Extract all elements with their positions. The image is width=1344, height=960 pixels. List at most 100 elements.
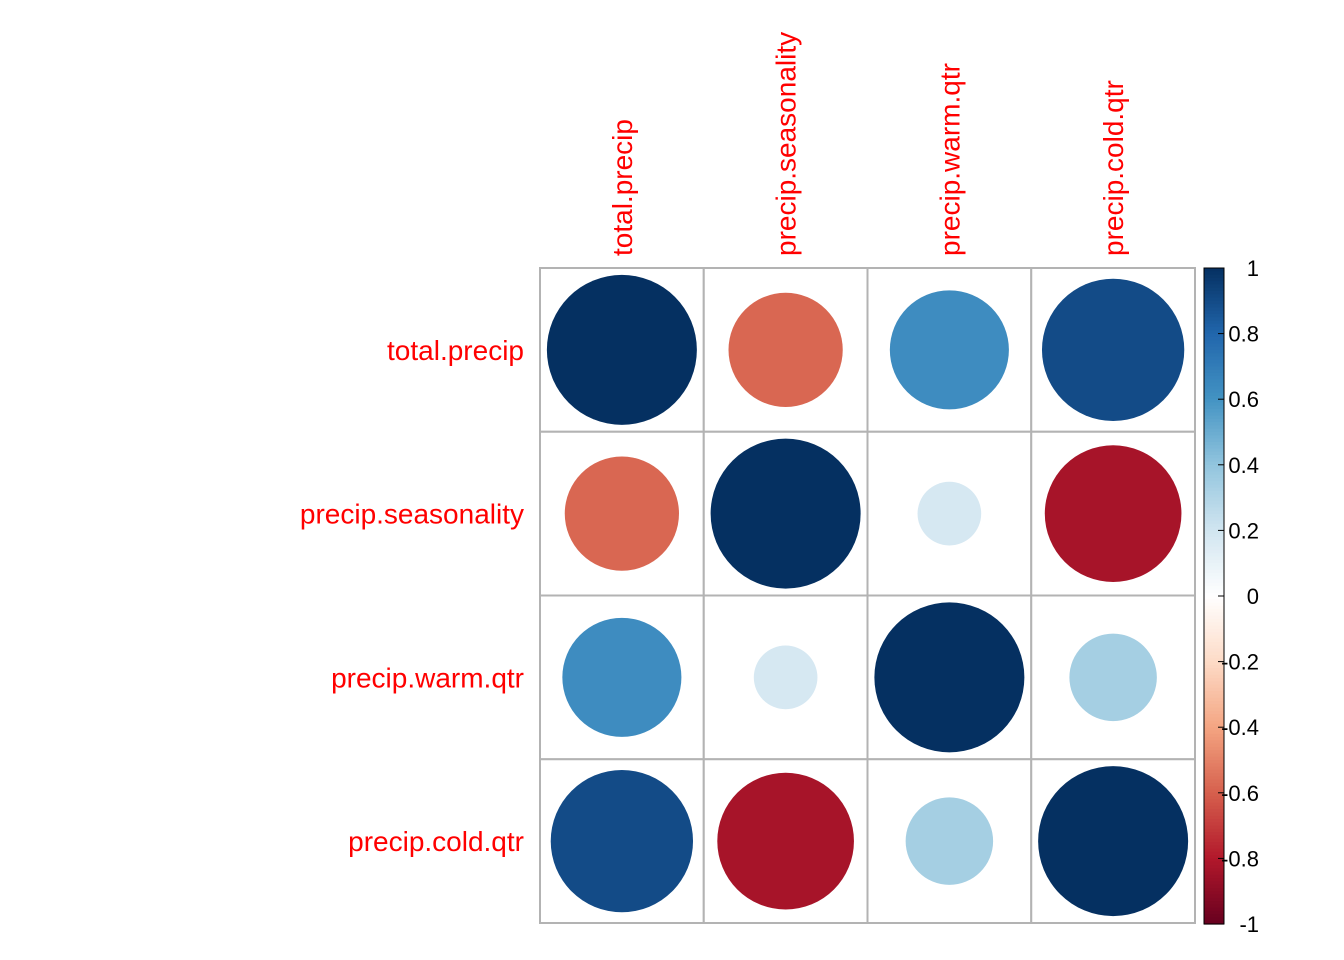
colorbar-segment (1204, 497, 1224, 502)
colorbar-segment (1204, 533, 1224, 538)
colorbar-segment (1204, 487, 1224, 492)
colorbar-segment (1204, 638, 1224, 643)
colorbar-segment (1204, 596, 1224, 600)
colorbar-segment (1204, 743, 1224, 748)
colorbar-segment (1204, 802, 1224, 807)
colorbar-segment (1204, 510, 1224, 515)
colorbar-segment (1204, 917, 1224, 922)
colorbar-segment (1204, 451, 1224, 456)
colorbar-segment (1204, 582, 1224, 587)
colorbar-segment (1204, 333, 1224, 338)
colorbar-segment (1204, 737, 1224, 741)
corr-circle-precip.cold.qtr-precip.warm.qtr (905, 797, 994, 885)
colorbar-segment (1204, 336, 1224, 341)
colorbar-segment (1204, 615, 1224, 620)
colorbar-segment (1204, 530, 1224, 535)
colorbar-segment (1204, 828, 1224, 833)
colorbar-segment (1204, 346, 1224, 351)
corr-circle-precip.cold.qtr-precip.seasonality (717, 772, 854, 910)
colorbar-segment (1204, 399, 1224, 404)
colorbar-segment (1204, 317, 1224, 322)
colorbar-segment (1204, 543, 1224, 548)
colorbar-segment (1204, 576, 1224, 581)
colorbar-segment (1204, 799, 1224, 804)
corr-circle-total.precip-precip.seasonality (728, 292, 843, 407)
colorbar-segment (1204, 658, 1224, 663)
colorbar-segment (1204, 835, 1224, 840)
column-label: precip.warm.qtr (934, 63, 965, 256)
colorbar-segment (1204, 500, 1224, 505)
colorbar-segment (1204, 871, 1224, 876)
colorbar-segment (1204, 441, 1224, 446)
colorbar-segment (1204, 464, 1224, 469)
row-label: precip.warm.qtr (331, 662, 524, 693)
colorbar-segment (1204, 507, 1224, 512)
colorbar-segment (1204, 746, 1224, 751)
corr-circle-precip.warm.qtr-precip.warm.qtr (874, 602, 1025, 753)
colorbar-segment (1204, 848, 1224, 853)
circle-marks (546, 274, 1189, 917)
row-labels: total.precip precip.seasonality precip.war… (300, 335, 524, 857)
colorbar-segment (1204, 536, 1224, 541)
colorbar-segment (1204, 540, 1224, 545)
colorbar-segment (1204, 586, 1224, 591)
colorbar-segment (1204, 910, 1224, 915)
colorbar-segment (1204, 454, 1224, 459)
colorbar-segment (1204, 641, 1224, 646)
colorbar-segment (1204, 313, 1224, 318)
colorbar-segment (1204, 730, 1224, 735)
corr-circle-precip.seasonality-precip.warm.qtr (917, 481, 982, 546)
row-label: precip.cold.qtr (348, 826, 524, 857)
colorbar-segment (1204, 727, 1224, 732)
colorbar-segment (1204, 412, 1224, 417)
colorbar-segment (1204, 707, 1224, 712)
colorbar-segment (1204, 769, 1224, 774)
corr-circle-total.precip-precip.cold.qtr (1041, 278, 1185, 422)
colorbar-segment (1204, 405, 1224, 410)
colorbar-segment (1204, 425, 1224, 430)
colorbar-segment (1204, 723, 1224, 728)
column-label: precip.cold.qtr (1098, 80, 1129, 256)
colorbar-segment (1204, 386, 1224, 390)
colorbar-segment (1204, 494, 1224, 499)
colorbar-segment (1204, 684, 1224, 689)
colorbar-segment (1204, 694, 1224, 699)
colorbar-segment (1204, 277, 1224, 282)
colorbar-segment (1204, 389, 1224, 394)
colorbar-segment (1204, 671, 1224, 676)
colorbar-segment (1204, 891, 1224, 896)
colorbar-segment (1204, 864, 1224, 869)
colorbar-segment (1204, 628, 1224, 633)
colorbar-segment (1204, 822, 1224, 827)
colorbar-segment (1204, 550, 1224, 554)
row-label: total.precip (387, 335, 524, 366)
colorbar-tick-label: -1 (1239, 912, 1259, 937)
colorbar-segment (1204, 395, 1224, 400)
colorbar-segment (1204, 825, 1224, 830)
colorbar-tick-label: 0 (1247, 584, 1259, 609)
colorbar-segment (1204, 819, 1224, 823)
colorbar-segment (1204, 350, 1224, 354)
colorbar-segment (1204, 546, 1224, 551)
colorbar-segment (1204, 618, 1224, 623)
colorbar-segment (1204, 422, 1224, 427)
corr-circle-precip.warm.qtr-total.precip (562, 617, 682, 737)
colorbar-segment (1204, 287, 1224, 292)
colorbar-segment (1204, 717, 1224, 722)
colorbar-segment (1204, 523, 1224, 528)
colorbar-segment (1204, 901, 1224, 905)
column-labels: total.precip precip.seasonality precip.war… (607, 32, 1129, 256)
colorbar-segment (1204, 920, 1224, 925)
colorbar-segment (1204, 382, 1224, 387)
colorbar-segment (1204, 720, 1224, 725)
colorbar-segment (1204, 268, 1224, 272)
colorbar-segment (1204, 294, 1224, 299)
colorbar-segment (1204, 559, 1224, 564)
colorbar-segment (1204, 271, 1224, 276)
colorbar-segment (1204, 704, 1224, 709)
colorbar-segment (1204, 556, 1224, 561)
colorbar-tick-label: 0.4 (1228, 453, 1259, 478)
colorbar-segment (1204, 553, 1224, 558)
colorbar-segment (1204, 622, 1224, 627)
colorbar-tick-label: -0.6 (1221, 781, 1259, 806)
